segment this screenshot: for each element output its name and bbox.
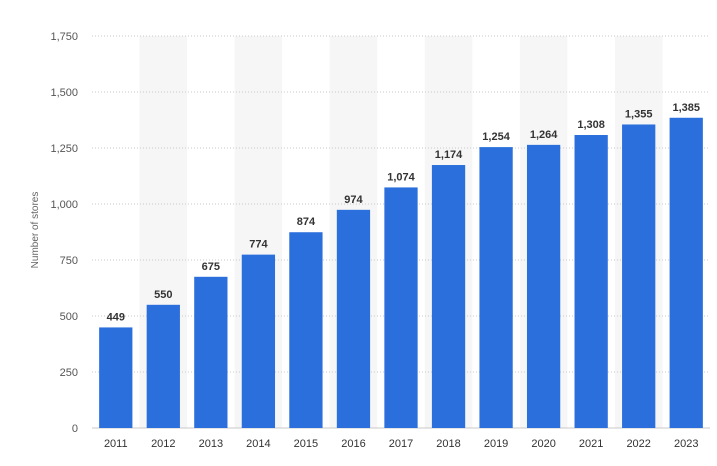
value-label: 550 bbox=[154, 289, 172, 301]
x-tick-label: 2011 bbox=[104, 438, 128, 450]
bar bbox=[241, 254, 276, 428]
y-tick-label: 500 bbox=[60, 311, 78, 323]
bars bbox=[99, 117, 703, 429]
x-tick-label: 2020 bbox=[531, 438, 555, 450]
bar bbox=[622, 124, 656, 428]
bar bbox=[194, 276, 228, 428]
bar bbox=[289, 232, 323, 428]
x-tick-label: 2018 bbox=[436, 438, 460, 450]
value-label: 1,074 bbox=[387, 171, 415, 183]
value-label: 1,174 bbox=[435, 149, 463, 161]
x-tick-label: 2019 bbox=[484, 438, 508, 450]
value-label: 774 bbox=[249, 239, 268, 251]
value-label: 675 bbox=[202, 261, 220, 273]
y-axis-title: Number of stores bbox=[30, 192, 41, 269]
value-label: 449 bbox=[107, 311, 125, 323]
bar bbox=[336, 209, 371, 428]
y-tick-label: 0 bbox=[72, 423, 78, 435]
x-tick-label: 2012 bbox=[151, 438, 175, 450]
value-label: 1,254 bbox=[482, 131, 510, 143]
value-label: 1,385 bbox=[672, 102, 700, 114]
x-tick-label: 2023 bbox=[674, 438, 698, 450]
x-tick-label: 2013 bbox=[199, 438, 223, 450]
bar bbox=[431, 165, 466, 429]
value-labels: 449 550 675 774 874 974 1,074 1,174 1,254 1,264 1,… bbox=[107, 102, 700, 324]
y-tick-label: 250 bbox=[60, 367, 78, 379]
bar bbox=[574, 135, 608, 428]
y-tick-label: 1,500 bbox=[50, 87, 78, 99]
value-label: 1,355 bbox=[625, 108, 653, 120]
x-tick-label: 2021 bbox=[579, 438, 603, 450]
bar bbox=[479, 147, 513, 428]
x-tick-label: 2014 bbox=[246, 438, 270, 450]
bar bbox=[669, 117, 703, 428]
y-tick-label: 1,250 bbox=[50, 143, 78, 155]
bar bbox=[526, 144, 561, 428]
value-label: 974 bbox=[344, 194, 363, 206]
x-axis-ticks: 2011 2012 2013 2014 2015 2016 2017 2018 2019 2020… bbox=[104, 438, 699, 450]
x-tick-label: 2016 bbox=[341, 438, 365, 450]
value-label: 1,308 bbox=[577, 119, 605, 131]
x-tick-label: 2022 bbox=[626, 438, 650, 450]
bar bbox=[384, 187, 418, 428]
y-tick-label: 1,000 bbox=[50, 199, 78, 211]
y-axis-ticks: 0 250 500 750 1,000 1,250 1,500 1,750 bbox=[50, 31, 78, 435]
value-label: 1,264 bbox=[530, 129, 558, 141]
x-tick-label: 2017 bbox=[389, 438, 413, 450]
x-tick-label: 2015 bbox=[294, 438, 318, 450]
value-label: 874 bbox=[297, 216, 316, 228]
bar bbox=[146, 304, 180, 428]
y-tick-label: 1,750 bbox=[50, 31, 78, 43]
y-tick-label: 750 bbox=[60, 255, 78, 267]
bar bbox=[99, 327, 133, 428]
